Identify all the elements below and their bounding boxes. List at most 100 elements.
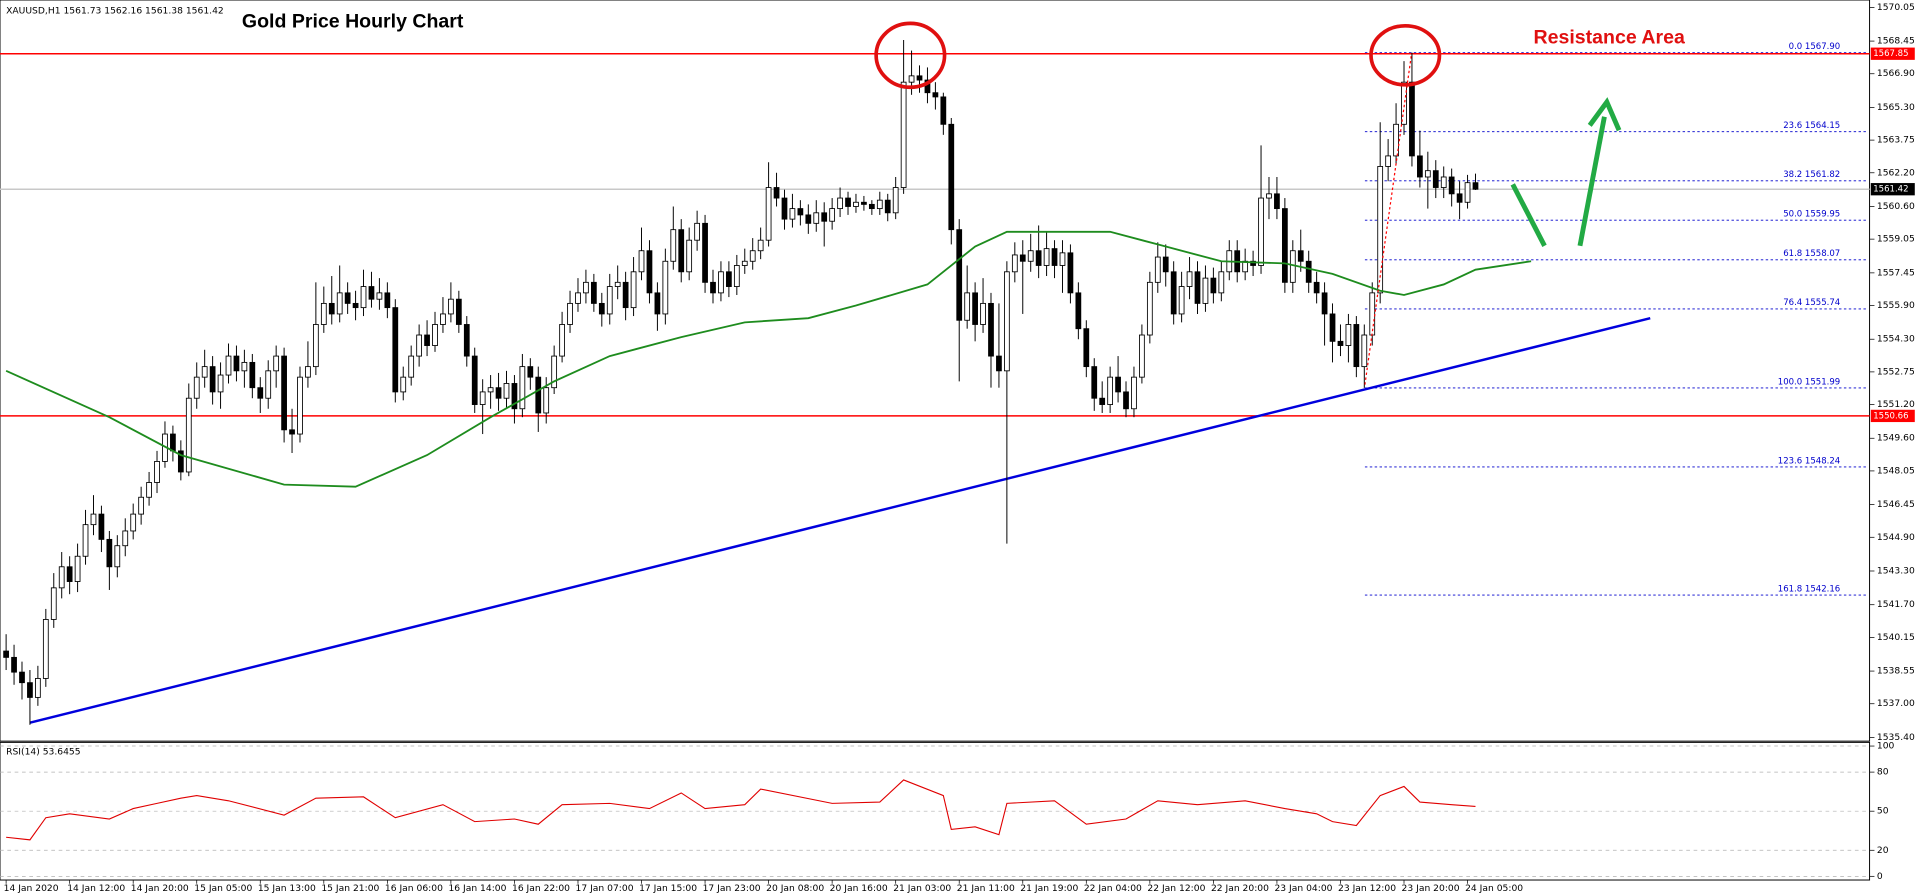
candle-body xyxy=(1178,286,1185,315)
candle-body xyxy=(1401,81,1407,125)
y-tick-label: 1538.55 xyxy=(1877,666,1915,677)
candle-body xyxy=(765,187,772,241)
candle-body xyxy=(1329,313,1336,342)
price-level-box xyxy=(1870,47,1915,60)
candle-body xyxy=(130,513,137,532)
candle-body xyxy=(996,355,1002,372)
candle-body xyxy=(948,123,955,231)
candle-body xyxy=(781,197,788,220)
green-arrowhead xyxy=(1587,97,1622,132)
candle-body xyxy=(741,260,748,266)
green-arrow xyxy=(1510,183,1547,247)
candle-body xyxy=(1170,271,1177,315)
candle-body xyxy=(1146,281,1153,336)
candle-body xyxy=(114,545,121,568)
annotation: Resistance Area xyxy=(1534,26,1686,48)
x-tick-label: 22 Jan 04:00 xyxy=(1084,883,1142,894)
candle-body xyxy=(1210,277,1217,294)
candle-body xyxy=(1305,260,1312,283)
candle-body xyxy=(1258,197,1264,266)
candle-body xyxy=(376,292,383,300)
x-tick-label: 23 Jan 04:00 xyxy=(1274,883,1332,894)
y-tick-label: 1559.05 xyxy=(1877,234,1915,245)
candle-body xyxy=(487,387,494,393)
rsi-title: RSI(14) 53.6455 xyxy=(6,747,81,758)
candle-body xyxy=(1218,271,1225,294)
candle-body xyxy=(225,355,232,376)
candle-body xyxy=(82,524,89,557)
candle-body xyxy=(686,239,693,273)
y-tick-label: 1535.40 xyxy=(1877,732,1915,743)
candle-body xyxy=(853,201,859,207)
candle-body xyxy=(98,513,105,540)
candle-body xyxy=(662,260,669,315)
candle-body xyxy=(1393,123,1399,157)
candle-body xyxy=(479,391,486,405)
x-tick-label: 14 Jan 20:00 xyxy=(131,883,189,894)
y-tick-label: 80 xyxy=(1877,767,1889,778)
candle-body xyxy=(646,250,653,294)
candle-body xyxy=(940,96,947,125)
candle-body xyxy=(694,222,700,241)
candle-body xyxy=(789,208,796,220)
candle-body xyxy=(344,292,351,304)
candle-body xyxy=(892,187,899,214)
trendline xyxy=(29,316,1651,724)
candle-body xyxy=(241,361,248,372)
chart-subtitle: XAUUSD,H1 1561.73 1562.16 1561.38 1561.4… xyxy=(6,6,224,17)
candle-body xyxy=(19,671,25,684)
price-level-box xyxy=(1870,183,1915,196)
candle-body xyxy=(1035,250,1042,266)
y-tick-label: 1537.00 xyxy=(1877,698,1915,709)
candle-body xyxy=(884,199,891,214)
candle-body xyxy=(757,239,764,252)
x-tick-label: 15 Jan 21:00 xyxy=(321,883,379,894)
candle-body xyxy=(1361,334,1368,368)
fib-label: 0.0 1567.90 xyxy=(1789,42,1841,52)
candle-body xyxy=(448,298,454,315)
candle-body xyxy=(138,496,145,515)
x-tick-label: 15 Jan 05:00 xyxy=(194,883,252,894)
candle-body xyxy=(1274,193,1280,210)
x-tick-label: 22 Jan 20:00 xyxy=(1211,883,1269,894)
candle-body xyxy=(718,271,724,294)
candle-body xyxy=(90,513,97,526)
y-tick-label: 0 xyxy=(1877,871,1883,882)
price-level-label: 1567.85 xyxy=(1873,49,1908,59)
candle-body xyxy=(154,461,160,483)
y-tick-label: 20 xyxy=(1877,845,1889,856)
candle-body xyxy=(1027,250,1034,262)
candle-body xyxy=(193,376,200,399)
candle-body xyxy=(50,587,57,620)
candle-body xyxy=(932,92,939,98)
x-tick-label: 22 Jan 12:00 xyxy=(1147,883,1205,894)
candle-body xyxy=(1417,155,1423,178)
y-tick-label: 1570.05 xyxy=(1877,2,1915,13)
candle-body xyxy=(1131,376,1137,410)
x-tick-label: 21 Jan 11:00 xyxy=(957,883,1015,894)
candle-body xyxy=(1059,252,1066,266)
y-tick-label: 1565.30 xyxy=(1877,102,1915,113)
y-tick-label: 1568.45 xyxy=(1877,36,1915,47)
candle-body xyxy=(511,383,518,410)
y-tick-label: 1566.90 xyxy=(1877,68,1915,79)
candle-body xyxy=(797,208,804,216)
candle-body xyxy=(583,281,589,294)
y-tick-label: 1549.60 xyxy=(1877,433,1915,444)
candle-body xyxy=(972,292,978,325)
x-tick-label: 15 Jan 13:00 xyxy=(258,883,316,894)
candle-body xyxy=(1099,397,1106,405)
candle-body xyxy=(551,355,558,389)
candle-body xyxy=(185,397,192,473)
fib-label: 61.8 1558.07 xyxy=(1783,249,1840,259)
candle-body xyxy=(368,286,375,300)
candle-body xyxy=(201,366,208,378)
candle-body xyxy=(66,566,73,582)
fib-label: 50.0 1559.95 xyxy=(1783,210,1840,220)
candle-body xyxy=(471,355,478,405)
candle-body xyxy=(170,433,176,452)
candle-body xyxy=(829,208,836,222)
fib-label: 100.0 1551.99 xyxy=(1778,377,1840,387)
candle-body xyxy=(1289,250,1296,283)
candle-body xyxy=(27,682,33,698)
